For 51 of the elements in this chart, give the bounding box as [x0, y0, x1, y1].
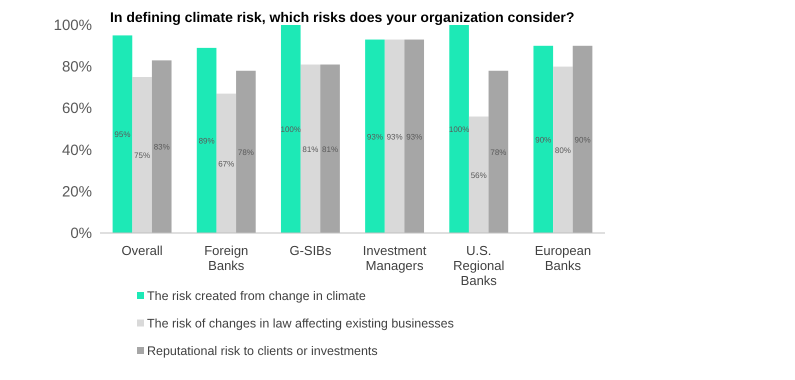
bar [488, 70, 508, 233]
data-label: 67% [218, 159, 234, 168]
bar [384, 40, 404, 233]
y-tick-label: 0% [70, 225, 92, 242]
data-label: 78% [238, 148, 254, 157]
bar [468, 116, 489, 233]
legend-label: The risk of changes in law affecting existing businesses [147, 316, 454, 330]
legend-label: The risk created from change in climate [147, 289, 366, 303]
bar [280, 25, 301, 233]
bar [320, 64, 340, 233]
legend-label: Reputational risk to clients or investments [147, 344, 378, 358]
data-label: 90% [535, 135, 552, 144]
data-label: 93% [386, 132, 403, 142]
data-label: 95% [114, 130, 130, 140]
bar [132, 77, 152, 233]
bar [533, 46, 554, 233]
y-tick-label: 20% [62, 183, 92, 200]
data-label: 93% [406, 132, 422, 142]
x-tick-label: European Banks [534, 243, 592, 273]
data-label: 81% [322, 144, 338, 154]
data-label: 81% [302, 144, 318, 154]
data-label: 56% [470, 170, 487, 180]
bar [365, 40, 385, 233]
chart-title: In defining climate risk, which risks does your organization consider? [110, 9, 574, 25]
bar [196, 48, 216, 233]
bar [152, 60, 172, 233]
data-label: 93% [366, 132, 383, 142]
bar [112, 35, 132, 233]
x-tick-label: U.S. Regional Banks [453, 243, 505, 288]
y-tick-label: 100% [54, 17, 92, 34]
data-label: 80% [554, 146, 571, 155]
data-label: 78% [490, 148, 506, 157]
bar [572, 46, 592, 233]
y-tick-label: 80% [62, 58, 92, 76]
bar [236, 70, 256, 233]
bar [300, 64, 320, 233]
y-tick-label: 60% [62, 100, 92, 118]
data-label: 75% [134, 151, 150, 160]
y-tick-label: 40% [62, 142, 92, 159]
x-tick-label: Foreign Banks [204, 243, 248, 273]
x-tick-label: Investment Managers [362, 243, 427, 273]
data-label: 90% [574, 135, 591, 144]
bar [404, 40, 424, 233]
bar [553, 66, 573, 233]
data-label: 83% [154, 142, 170, 152]
bar [216, 94, 236, 233]
data-label: 100% [448, 125, 470, 134]
x-tick-label: Overall [121, 243, 163, 258]
bar [449, 25, 469, 233]
x-tick-label: G-SIBs [289, 243, 332, 258]
data-label: 89% [198, 136, 215, 146]
